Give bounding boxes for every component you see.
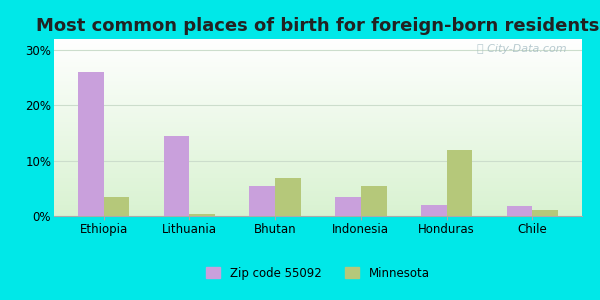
Bar <box>361 186 386 216</box>
Title: Most common places of birth for foreign-born residents: Most common places of birth for foreign-… <box>37 17 599 35</box>
Bar <box>164 136 190 216</box>
Bar <box>532 211 558 216</box>
Bar <box>190 214 215 216</box>
Text: ⌕ City-Data.com: ⌕ City-Data.com <box>476 44 566 54</box>
Legend: Zip code 55092, Minnesota: Zip code 55092, Minnesota <box>202 262 434 284</box>
Bar <box>104 196 130 216</box>
Bar <box>250 186 275 216</box>
Bar <box>506 206 532 216</box>
Bar <box>78 72 104 216</box>
Bar <box>335 196 361 216</box>
Bar <box>275 178 301 216</box>
Bar <box>421 205 446 216</box>
Bar <box>446 150 472 216</box>
